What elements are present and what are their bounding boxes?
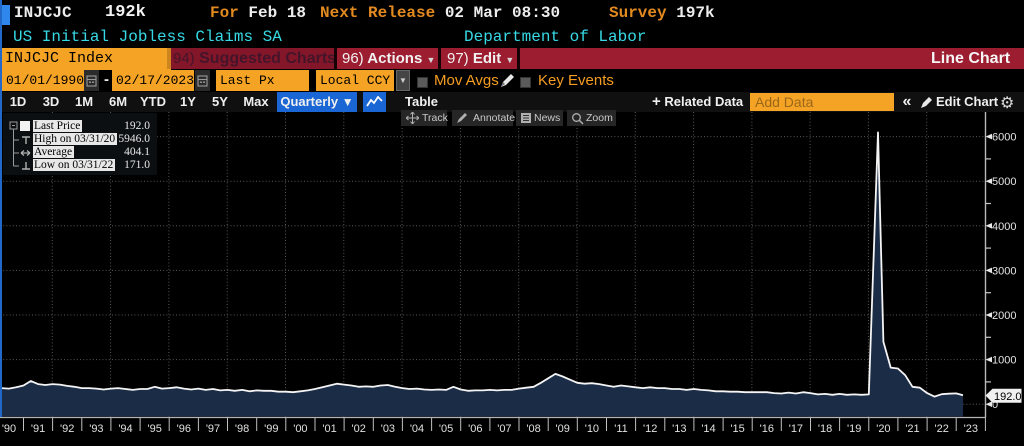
svg-text:'18: '18: [818, 423, 832, 435]
svg-text:'04: '04: [410, 423, 424, 435]
svg-text:6000: 6000: [992, 132, 1016, 144]
svg-text:192.0: 192.0: [994, 391, 1022, 403]
svg-text:'92: '92: [60, 423, 74, 435]
svg-text:'20: '20: [876, 423, 890, 435]
svg-text:'08: '08: [526, 423, 540, 435]
svg-text:'99: '99: [264, 423, 278, 435]
svg-text:'23: '23: [964, 423, 978, 435]
svg-text:'13: '13: [672, 423, 686, 435]
svg-text:'02: '02: [352, 423, 366, 435]
svg-text:'01: '01: [322, 423, 336, 435]
svg-text:'12: '12: [643, 423, 657, 435]
svg-text:'15: '15: [730, 423, 744, 435]
svg-text:'16: '16: [760, 423, 774, 435]
svg-text:'97: '97: [206, 423, 220, 435]
svg-text:'95: '95: [148, 423, 162, 435]
svg-text:'94: '94: [118, 423, 132, 435]
svg-text:'22: '22: [935, 423, 949, 435]
svg-text:2000: 2000: [992, 310, 1016, 322]
svg-text:4000: 4000: [992, 221, 1016, 233]
svg-text:0: 0: [992, 399, 998, 411]
svg-text:'00: '00: [293, 423, 307, 435]
svg-text:'05: '05: [439, 423, 453, 435]
svg-text:'07: '07: [497, 423, 511, 435]
svg-text:1000: 1000: [992, 355, 1016, 367]
svg-text:'91: '91: [31, 423, 45, 435]
svg-text:'93: '93: [89, 423, 103, 435]
svg-text:'21: '21: [905, 423, 919, 435]
svg-text:'96: '96: [177, 423, 191, 435]
svg-text:'17: '17: [789, 423, 803, 435]
svg-text:'03: '03: [381, 423, 395, 435]
svg-text:'14: '14: [701, 423, 715, 435]
svg-text:'09: '09: [556, 423, 570, 435]
svg-text:'10: '10: [585, 423, 599, 435]
svg-text:'06: '06: [468, 423, 482, 435]
svg-text:'19: '19: [847, 423, 861, 435]
svg-text:'98: '98: [235, 423, 249, 435]
svg-text:'90: '90: [2, 423, 16, 435]
svg-text:'11: '11: [614, 423, 628, 435]
svg-text:3000: 3000: [992, 265, 1016, 277]
svg-text:5000: 5000: [992, 176, 1016, 188]
